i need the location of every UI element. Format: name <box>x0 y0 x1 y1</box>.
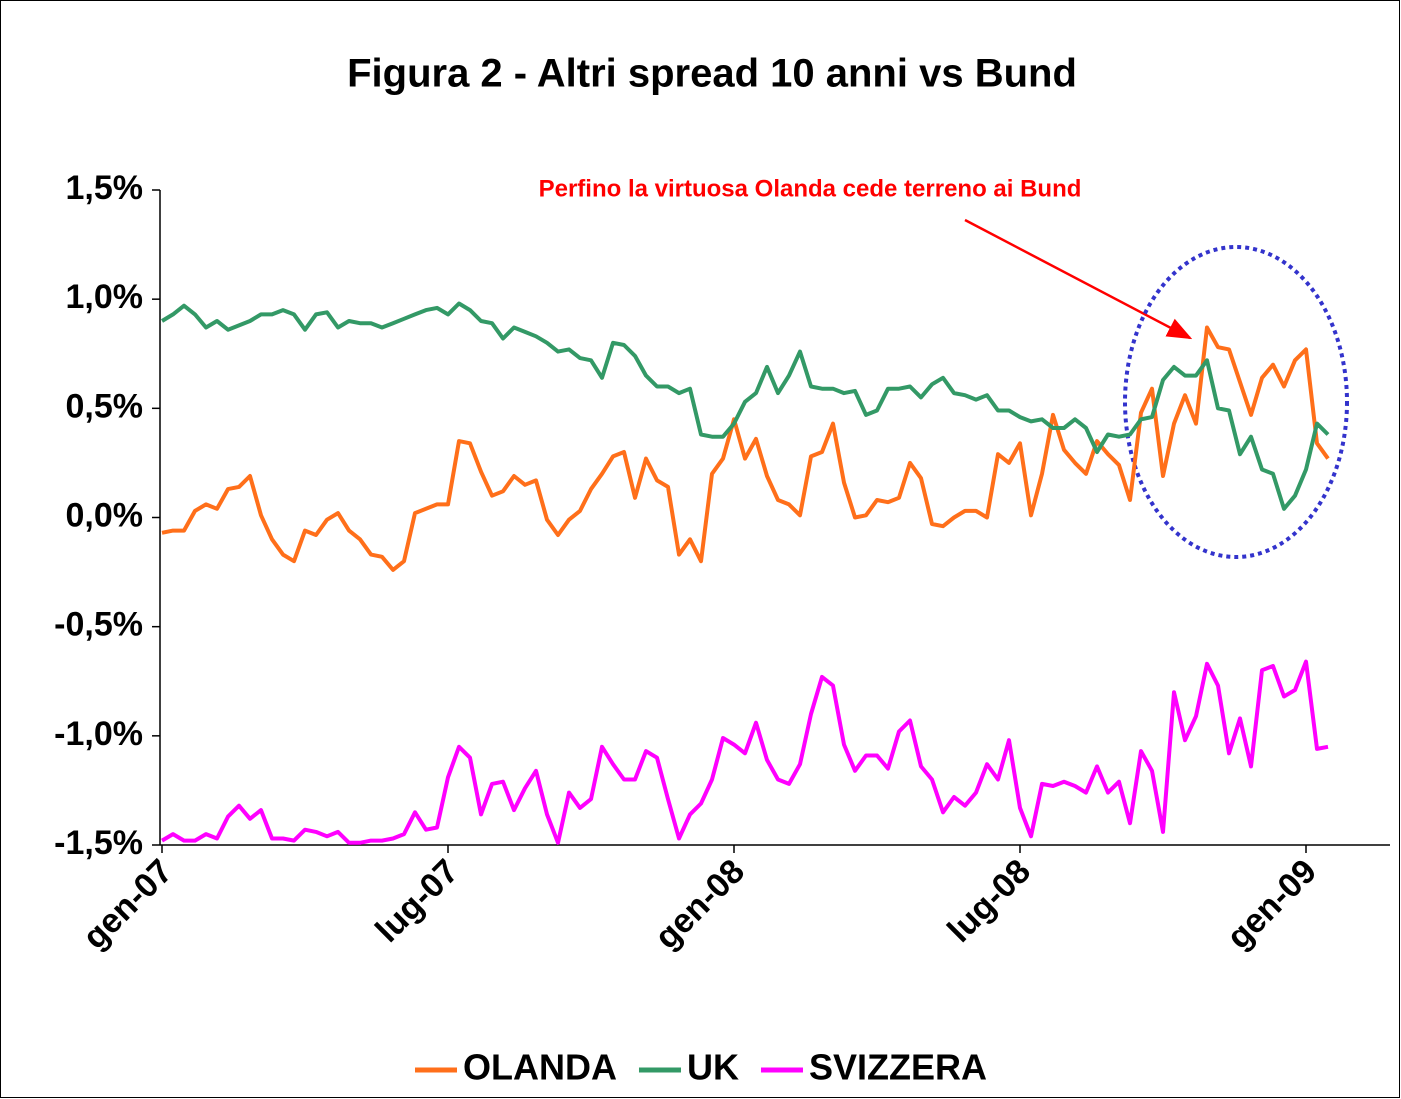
series-line <box>160 301 1330 511</box>
chart-title: Figura 2 - Altri spread 10 anni vs Bund <box>347 52 1077 96</box>
series-line <box>160 659 1329 845</box>
series-line <box>161 325 1330 572</box>
y-tick-label: -0,5% <box>54 606 143 644</box>
legend-label: OLANDA <box>463 1047 617 1088</box>
y-tick-label: -1,0% <box>54 715 143 753</box>
y-tick-label: 0,5% <box>66 387 144 425</box>
legend-label: UK <box>687 1047 739 1088</box>
annotation-arrow <box>964 218 1193 340</box>
annotation: Perfino la virtuosa Olanda cede terreno … <box>539 175 1082 202</box>
y-tick-label: 1,0% <box>66 278 144 316</box>
legend-label: SVIZZERA <box>809 1047 987 1088</box>
y-tick-label: -1,5% <box>54 824 143 862</box>
y-tick-label: 0,0% <box>66 496 144 534</box>
highlight-ellipse <box>1123 245 1349 559</box>
y-tick-label: 1,5% <box>66 169 144 207</box>
